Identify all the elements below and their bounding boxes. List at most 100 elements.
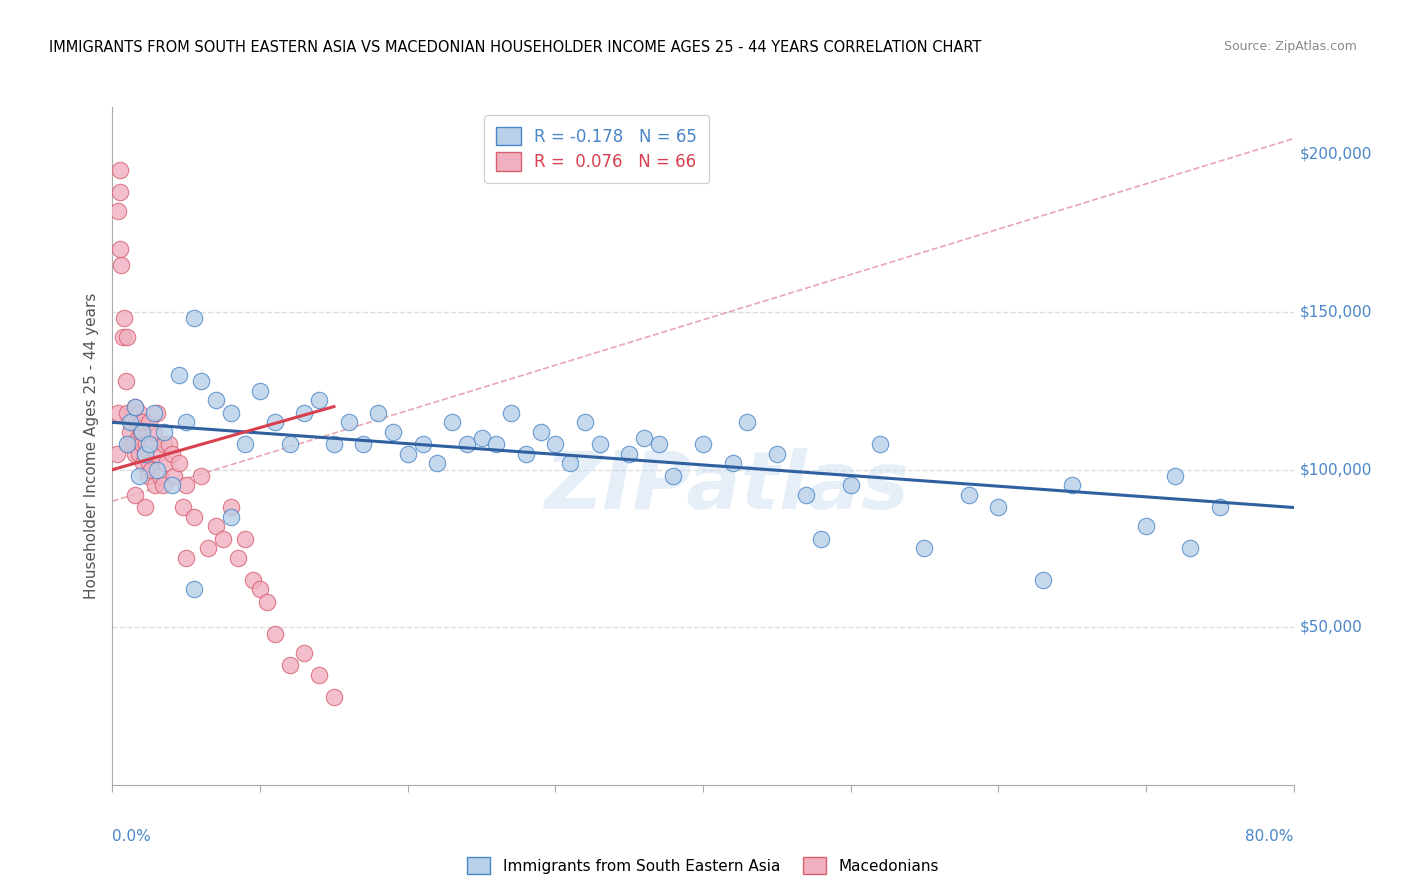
Point [515,447,537,461]
Point [121,415,143,429]
Point [152,478,174,492]
Point [588,437,610,451]
Point [382,425,405,439]
Point [167,368,190,382]
Point [134,447,156,461]
Point [914,541,936,556]
Point [129,425,152,439]
Point [233,437,256,451]
Point [172,500,194,515]
Point [117,330,138,344]
Point [160,478,183,492]
Point [810,532,832,546]
Point [146,406,169,420]
Point [574,415,596,429]
Point [174,415,197,429]
Point [647,437,671,451]
Point [108,163,131,178]
Point [692,437,714,451]
Point [108,242,131,256]
Point [264,415,287,429]
Point [560,456,582,470]
Point [205,519,228,533]
Point [352,437,374,451]
Legend: Immigrants from South Eastern Asia, Macedonians: Immigrants from South Eastern Asia, Mace… [461,851,945,880]
Point [1164,469,1187,483]
Point [1208,500,1232,515]
Point [796,488,818,502]
Point [183,582,205,597]
Y-axis label: Householder Income Ages 25 - 44 years: Householder Income Ages 25 - 44 years [83,293,98,599]
Point [118,437,141,451]
Point [323,437,346,451]
Point [141,437,163,451]
Point [124,400,146,414]
Point [183,311,205,326]
Point [249,384,271,398]
Text: $100,000: $100,000 [1299,462,1372,477]
Point [337,415,360,429]
Point [122,437,145,451]
Point [117,406,138,420]
Point [134,447,156,461]
Point [721,456,744,470]
Point [737,415,759,429]
Point [308,667,330,681]
Text: $50,000: $50,000 [1299,620,1362,635]
Point [128,469,150,483]
Point [957,488,980,502]
Point [143,478,166,492]
Point [117,437,138,451]
Point [142,406,165,420]
Point [163,469,186,483]
Point [987,500,1010,515]
Point [278,658,301,673]
Point [157,437,180,451]
Point [219,510,242,524]
Point [426,456,449,470]
Point [146,447,169,461]
Point [264,626,287,640]
Point [544,437,567,451]
Point [108,185,131,199]
Point [190,375,212,389]
Point [323,690,346,704]
Point [1062,478,1084,492]
Point [160,447,183,461]
Point [131,437,153,451]
Point [110,258,132,272]
Point [142,425,165,439]
Point [155,456,177,470]
Text: $150,000: $150,000 [1299,304,1372,319]
Point [1135,519,1157,533]
Point [174,550,197,565]
Point [131,415,153,429]
Text: 0.0%: 0.0% [112,829,152,844]
Point [124,400,146,414]
Point [120,425,142,439]
Point [308,393,330,408]
Point [869,437,891,451]
Point [107,406,129,420]
Point [138,456,160,470]
Point [839,478,862,492]
Point [242,573,264,587]
Text: IMMIGRANTS FROM SOUTH EASTERN ASIA VS MACEDONIAN HOUSEHOLDER INCOME AGES 25 - 44: IMMIGRANTS FROM SOUTH EASTERN ASIA VS MA… [49,40,981,55]
Point [153,437,176,451]
Text: $200,000: $200,000 [1299,147,1372,161]
Point [456,437,478,451]
Point [633,431,655,445]
Point [766,447,789,461]
Point [1180,541,1202,556]
Point [146,463,169,477]
Point [249,582,271,597]
Point [114,375,136,389]
Point [153,425,176,439]
Point [619,447,641,461]
Point [134,500,156,515]
Text: 80.0%: 80.0% [1246,829,1294,844]
Point [367,406,389,420]
Point [1032,573,1054,587]
Point [529,425,551,439]
Point [132,456,155,470]
